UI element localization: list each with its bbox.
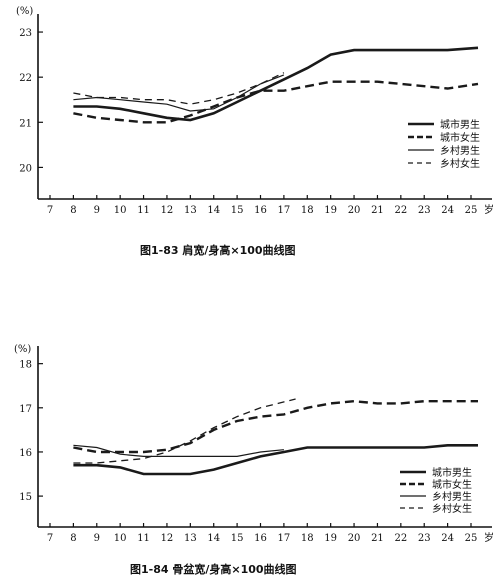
series-line-2 <box>73 80 479 124</box>
legend-label-4: 乡村女生 <box>432 502 472 515</box>
x-tick-label: 10 <box>114 205 127 216</box>
x-tick-label: 19 <box>324 533 337 544</box>
x-tick-label: 25 <box>465 533 478 544</box>
x-tick-label: 12 <box>161 533 174 544</box>
x-tick-label: 16 <box>254 533 267 544</box>
x-tick-label: 11 <box>137 205 150 216</box>
x-tick-label: 13 <box>184 205 197 216</box>
x-tick-label: 8 <box>70 533 76 544</box>
series-line-2 <box>73 399 478 454</box>
x-tick-label: 17 <box>278 205 291 216</box>
x-tick-label: 23 <box>418 205 431 216</box>
x-tick-label: 22 <box>394 205 407 216</box>
legend-label-3: 乡村男生 <box>432 490 472 503</box>
series-line-3 <box>73 74 285 112</box>
x-tick-label: 21 <box>371 533 384 544</box>
chart-2: (%) 岁 7 8 9 10 11 12 13 14 15 16 17 18 19 20 21 22 23 24 25 1… <box>14 344 494 576</box>
y-tick-label: 15 <box>19 492 32 503</box>
x-tick-label: 7 <box>47 205 53 216</box>
x-unit-label: 岁 <box>484 203 494 216</box>
x-tick-label: 24 <box>441 205 454 216</box>
x-tick-label: 18 <box>301 205 314 216</box>
y-unit-label: (%) <box>14 344 31 355</box>
series-line-1 <box>73 444 478 476</box>
x-tick-label: 21 <box>371 205 384 216</box>
x-tick-label: 23 <box>418 533 431 544</box>
legend-label-1: 城市男生 <box>432 466 472 479</box>
x-tick-label: 10 <box>114 533 127 544</box>
x-tick-label: 8 <box>70 205 76 216</box>
x-tick-label: 24 <box>441 533 454 544</box>
x-tick-label: 17 <box>278 533 291 544</box>
y-unit-label: (%) <box>16 6 33 17</box>
y-tick-label: 18 <box>19 360 32 371</box>
x-tick-label: 25 <box>465 205 478 216</box>
y-tick-label: 23 <box>19 28 32 39</box>
x-unit-label: 岁 <box>484 531 494 544</box>
x-tick-label: 11 <box>137 533 150 544</box>
series-line-3 <box>73 444 284 457</box>
x-tick-label: 14 <box>207 533 220 544</box>
x-tick-label: 9 <box>94 205 100 216</box>
x-tick-label: 7 <box>47 533 53 544</box>
y-tick-label: 21 <box>19 118 32 129</box>
legend-label-4: 乡村女生 <box>440 157 480 170</box>
legend-label-1: 城市男生 <box>440 118 480 131</box>
x-tick-label: 18 <box>301 533 314 544</box>
chart-caption: 图1-83 肩宽/身高×100曲线图 <box>140 243 296 257</box>
chart-caption: 图1-84 骨盆宽/身高×100曲线图 <box>130 562 297 576</box>
chart-1: (%) 岁 7 8 9 10 11 12 13 14 15 16 17 18 19 20 21 22 23 24 25 2… <box>16 6 494 257</box>
y-tick-label: 16 <box>19 448 32 459</box>
x-tick-label: 16 <box>254 205 267 216</box>
series-line-4 <box>73 398 296 464</box>
x-tick-label: 9 <box>94 533 100 544</box>
y-tick-label: 20 <box>19 163 32 174</box>
x-tick-label: 15 <box>231 533 244 544</box>
y-tick-label: 17 <box>19 404 32 415</box>
legend-label-3: 乡村男生 <box>440 144 480 157</box>
x-tick-label: 19 <box>324 205 337 216</box>
x-tick-label: 14 <box>207 205 220 216</box>
x-tick-label: 12 <box>161 205 174 216</box>
x-tick-label: 20 <box>348 533 361 544</box>
legend-label-2: 城市女生 <box>440 131 480 144</box>
legend-label-2: 城市女生 <box>432 478 472 491</box>
y-tick-label: 22 <box>19 73 32 84</box>
x-tick-label: 13 <box>184 533 197 544</box>
x-tick-label: 15 <box>231 205 244 216</box>
x-tick-label: 22 <box>394 533 407 544</box>
x-tick-label: 20 <box>348 205 361 216</box>
series-line-1 <box>73 46 479 122</box>
